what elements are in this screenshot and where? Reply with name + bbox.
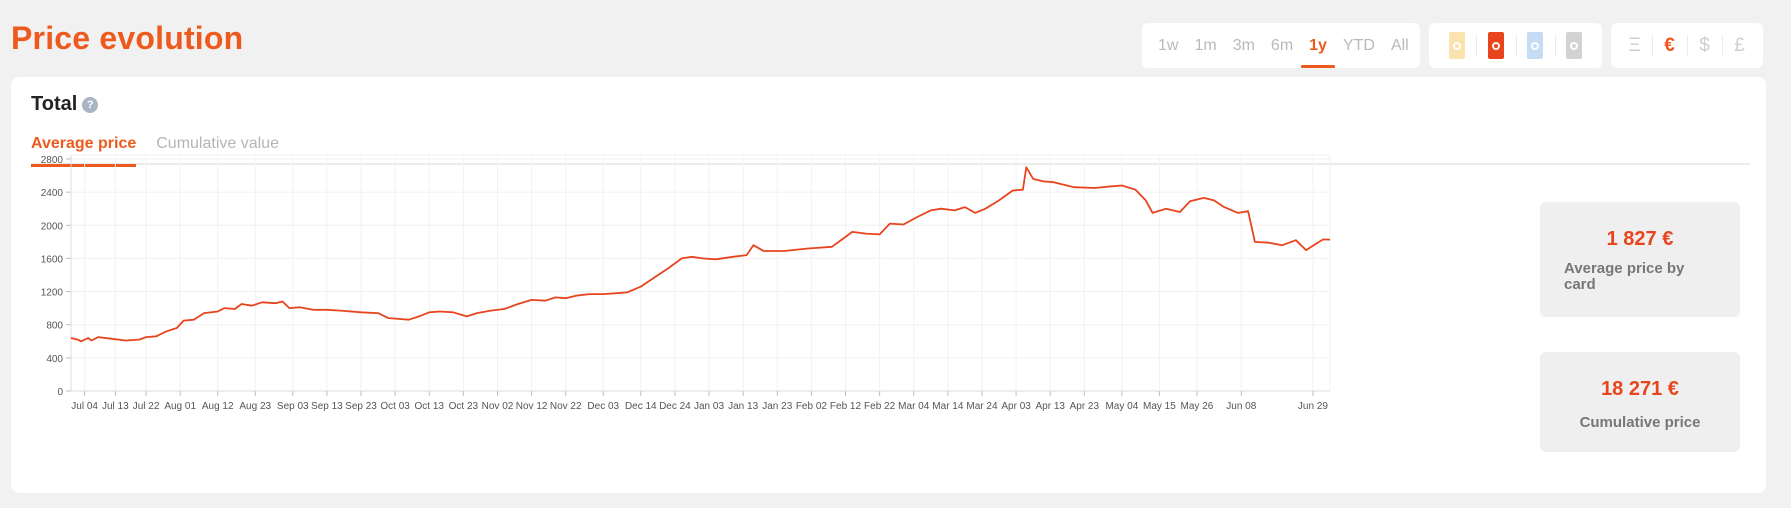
card-title-row: Total ?: [31, 93, 99, 116]
period-button-1y[interactable]: 1y: [1301, 23, 1335, 68]
source-icon-red: [1487, 32, 1504, 59]
x-tick-label: Sep 13: [311, 401, 343, 412]
y-tick-label: 800: [46, 321, 63, 332]
cumulative-price-value: 18 271 €: [1601, 378, 1679, 400]
source-icon-blue: [1527, 32, 1544, 59]
currency-selector: Ξ € $ £: [1611, 23, 1763, 68]
x-tick-label: Oct 13: [415, 401, 445, 412]
cumulative-price-stat: 18 271 € Cumulative price: [1540, 352, 1740, 452]
x-tick-label: Apr 03: [1001, 401, 1031, 412]
tab-cumulative-value[interactable]: Cumulative value: [156, 135, 279, 152]
page-title: Price evolution: [11, 20, 244, 56]
price-card: Total ? Average price Cumulative value 0…: [11, 77, 1766, 493]
y-tick-label: 1600: [41, 254, 64, 265]
currency-button-usd[interactable]: $: [1687, 23, 1722, 68]
source-selector: [1429, 23, 1602, 68]
x-tick-label: Jun 08: [1226, 401, 1256, 412]
x-tick-label: May 26: [1181, 401, 1214, 412]
x-tick-label: Feb 12: [830, 401, 862, 412]
x-tick-label: Aug 12: [202, 401, 234, 412]
y-tick-label: 2000: [41, 221, 64, 232]
source-icon-yellow: [1448, 32, 1465, 59]
currency-button-gbp[interactable]: £: [1722, 23, 1757, 68]
x-tick-label: Mar 14: [932, 401, 964, 412]
period-button-ytd[interactable]: YTD: [1342, 36, 1375, 54]
x-tick-label: May 04: [1105, 401, 1138, 412]
x-tick-label: Sep 23: [345, 401, 377, 412]
x-tick-label: Dec 14: [625, 401, 657, 412]
y-tick-label: 1200: [41, 288, 64, 299]
x-tick-label: Nov 12: [516, 401, 548, 412]
period-button-1m[interactable]: 1m: [1194, 36, 1217, 54]
x-tick-label: Oct 03: [380, 401, 410, 412]
x-tick-label: Feb 02: [796, 401, 828, 412]
average-price-value: 1 827 €: [1606, 228, 1674, 250]
help-icon[interactable]: ?: [82, 96, 99, 113]
card-title: Total: [31, 93, 78, 115]
x-tick-label: Nov 02: [482, 401, 514, 412]
source-button-2[interactable]: [1476, 23, 1515, 68]
series-line: [70, 166, 1331, 343]
average-price-label: Average price by card: [1564, 260, 1685, 293]
x-tick-label: Jul 22: [133, 401, 160, 412]
x-tick-label: Jan 23: [762, 401, 792, 412]
x-tick-label: Mar 04: [898, 401, 930, 412]
period-button-1w[interactable]: 1w: [1158, 36, 1179, 54]
source-button-3[interactable]: [1515, 23, 1555, 68]
x-tick-label: Sep 03: [277, 401, 309, 412]
currency-button-eth[interactable]: Ξ: [1628, 34, 1641, 56]
source-button-1[interactable]: [1437, 23, 1476, 68]
chart-tabs: Average price Cumulative value: [31, 123, 1750, 167]
y-tick-label: 2800: [41, 155, 64, 166]
x-tick-label: Jul 04: [71, 401, 98, 412]
x-tick-label: Aug 23: [239, 401, 271, 412]
x-tick-label: Jul 13: [102, 401, 129, 412]
x-tick-label: Jun 29: [1298, 401, 1328, 412]
x-tick-label: Jan 03: [694, 401, 724, 412]
period-button-6m[interactable]: 6m: [1270, 36, 1294, 54]
price-line-chart: 0 400 800 1200 1600 2000 2400 2800 Jul 04 Jul 13 J…: [41, 154, 1331, 412]
period-button-all[interactable]: All: [1390, 36, 1409, 54]
x-tick-label: Mar 24: [966, 401, 998, 412]
period-button-3m[interactable]: 3m: [1232, 36, 1255, 54]
x-tick-label: Oct 23: [449, 401, 479, 412]
y-tick-label: 400: [46, 354, 63, 365]
x-tick-label: Dec 24: [659, 401, 691, 412]
x-tick-label: May 15: [1143, 401, 1176, 412]
average-price-stat: 1 827 € Average price by card: [1540, 202, 1740, 317]
x-tick-label: Apr 13: [1035, 401, 1065, 412]
x-tick-label: Dec 03: [587, 401, 619, 412]
period-selector: 1w 1m 3m 6m 1y YTD All: [1142, 23, 1420, 68]
source-button-4[interactable]: [1554, 23, 1594, 68]
y-tick-label: 0: [57, 387, 63, 398]
x-tick-label: Nov 22: [550, 401, 582, 412]
x-tick-label: Apr 23: [1070, 401, 1100, 412]
y-tick-label: 2400: [41, 188, 64, 199]
x-tick-label: Feb 22: [864, 401, 896, 412]
x-tick-label: Aug 01: [164, 401, 196, 412]
x-tick-label: Jan 13: [728, 401, 758, 412]
tab-average-price[interactable]: Average price: [31, 123, 137, 167]
cumulative-price-label: Cumulative price: [1579, 414, 1701, 431]
source-icon-gray: [1566, 32, 1583, 59]
currency-button-eur[interactable]: €: [1652, 23, 1687, 68]
